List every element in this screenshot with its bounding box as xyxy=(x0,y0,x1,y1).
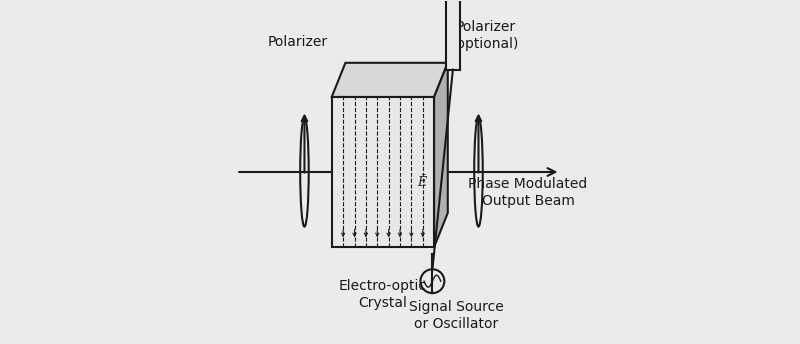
FancyBboxPatch shape xyxy=(332,97,434,247)
Text: Phase Modulated
Output Beam: Phase Modulated Output Beam xyxy=(468,177,587,208)
Text: Polarizer: Polarizer xyxy=(267,35,328,49)
Polygon shape xyxy=(332,63,448,97)
Polygon shape xyxy=(434,63,448,247)
Text: Signal Source
or Oscillator: Signal Source or Oscillator xyxy=(409,300,504,331)
Bar xyxy=(446,0,460,69)
Text: Ē: Ē xyxy=(418,176,426,189)
Text: Polarizer
(optional): Polarizer (optional) xyxy=(452,20,519,51)
Text: Electro-optic
Crystal: Electro-optic Crystal xyxy=(339,279,427,311)
